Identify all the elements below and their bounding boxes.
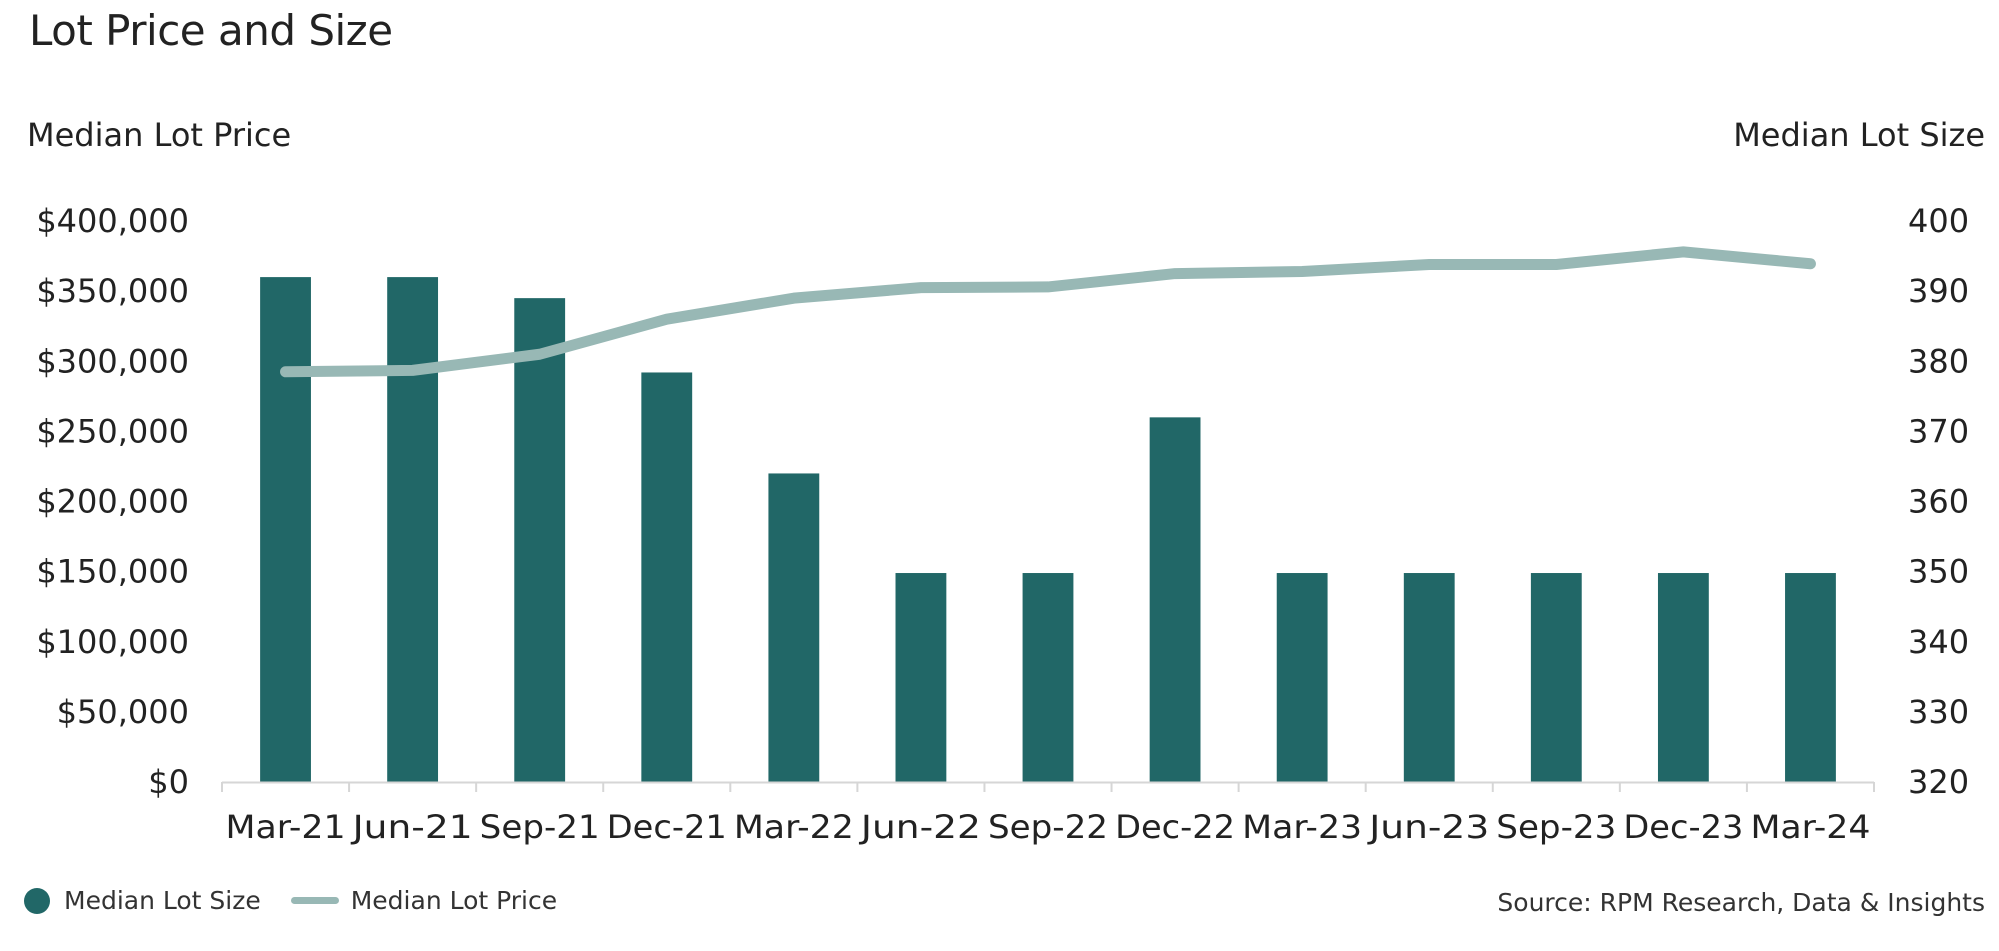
left-axis-ticks: $0 $50,000 $100,000 $150,000 $200,000 $250,00… bbox=[36, 202, 189, 801]
x-axis bbox=[221, 781, 1875, 792]
right-tick-label: 400 bbox=[1908, 202, 1969, 240]
right-axis-title: Median Lot Size bbox=[1733, 116, 1985, 154]
left-tick-label: $150,000 bbox=[36, 553, 189, 591]
legend-bar-swatch bbox=[24, 887, 50, 914]
x-tick-label: Dec-23 bbox=[1623, 808, 1743, 846]
bar-Dec-23[interactable] bbox=[1657, 573, 1709, 782]
left-tick-label: $200,000 bbox=[36, 483, 189, 521]
right-tick-label: 350 bbox=[1908, 553, 1969, 591]
left-tick-label: $300,000 bbox=[36, 342, 189, 380]
right-tick-label: 390 bbox=[1908, 272, 1969, 310]
line-layer bbox=[280, 246, 1816, 378]
chart-title: Lot Price and Size bbox=[29, 6, 393, 55]
x-tick-label: Dec-22 bbox=[1115, 808, 1235, 846]
legend: Median Lot Size Median Lot Price bbox=[24, 886, 587, 915]
x-tick-label: Sep-22 bbox=[988, 808, 1108, 846]
right-tick-label: 320 bbox=[1908, 763, 1969, 801]
bar-Sep-21[interactable] bbox=[514, 298, 566, 782]
legend-item-line[interactable]: Median Lot Price bbox=[290, 886, 558, 915]
x-tick-label: Mar-24 bbox=[1750, 808, 1870, 846]
x-axis-labels: Mar-21 Jun-21 Sep-21 Dec-21 Mar-22 Jun-22 Sep-… bbox=[226, 808, 1871, 846]
x-tick-label: Mar-23 bbox=[1242, 808, 1362, 846]
x-tick-label: Mar-22 bbox=[734, 808, 854, 846]
x-tick-label: Dec-21 bbox=[607, 808, 727, 846]
right-axis-ticks: 320 330 340 350 360 370 380 390 400 bbox=[1908, 202, 1969, 801]
legend-line-label: Median Lot Price bbox=[350, 886, 558, 915]
right-tick-label: 330 bbox=[1908, 693, 1969, 731]
bar-Mar-22[interactable] bbox=[768, 473, 820, 782]
bar-Jun-23[interactable] bbox=[1403, 573, 1455, 782]
source-note: Source: RPM Research, Data & Insights bbox=[1497, 888, 1985, 917]
legend-line-swatch bbox=[290, 897, 339, 904]
left-tick-label: $100,000 bbox=[36, 623, 189, 661]
right-tick-label: 380 bbox=[1908, 342, 1969, 380]
x-tick-label: Sep-23 bbox=[1496, 808, 1616, 846]
x-tick-label: Mar-21 bbox=[226, 808, 346, 846]
right-tick-label: 370 bbox=[1908, 412, 1969, 450]
left-tick-label: $50,000 bbox=[57, 693, 189, 731]
left-tick-label: $350,000 bbox=[36, 272, 189, 310]
right-tick-label: 340 bbox=[1908, 623, 1969, 661]
left-tick-label: $250,000 bbox=[36, 412, 189, 450]
x-tick-label: Jun-22 bbox=[859, 808, 981, 846]
legend-item-bar[interactable]: Median Lot Size bbox=[24, 886, 261, 915]
left-tick-label: $400,000 bbox=[36, 202, 189, 240]
bar-Sep-22[interactable] bbox=[1022, 573, 1074, 782]
median-lot-price-line[interactable] bbox=[280, 246, 1816, 378]
bar-Mar-23[interactable] bbox=[1276, 573, 1328, 782]
bar-Jun-21[interactable] bbox=[387, 277, 439, 782]
right-tick-label: 360 bbox=[1908, 483, 1969, 521]
x-tick-label: Sep-21 bbox=[480, 808, 600, 846]
bar-Sep-23[interactable] bbox=[1530, 573, 1582, 782]
x-tick-label: Jun-23 bbox=[1367, 808, 1489, 846]
x-tick-label: Jun-21 bbox=[350, 808, 472, 846]
left-tick-label: $0 bbox=[148, 763, 189, 801]
bar-Mar-24[interactable] bbox=[1785, 573, 1836, 782]
bar-Dec-22[interactable] bbox=[1149, 417, 1201, 782]
bar-Dec-21[interactable] bbox=[641, 372, 693, 782]
bar-Jun-22[interactable] bbox=[895, 573, 947, 782]
left-axis-title: Median Lot Price bbox=[27, 116, 292, 154]
bars-layer bbox=[260, 277, 1836, 782]
bar-Mar-21[interactable] bbox=[260, 277, 311, 782]
legend-bar-label: Median Lot Size bbox=[64, 886, 261, 915]
